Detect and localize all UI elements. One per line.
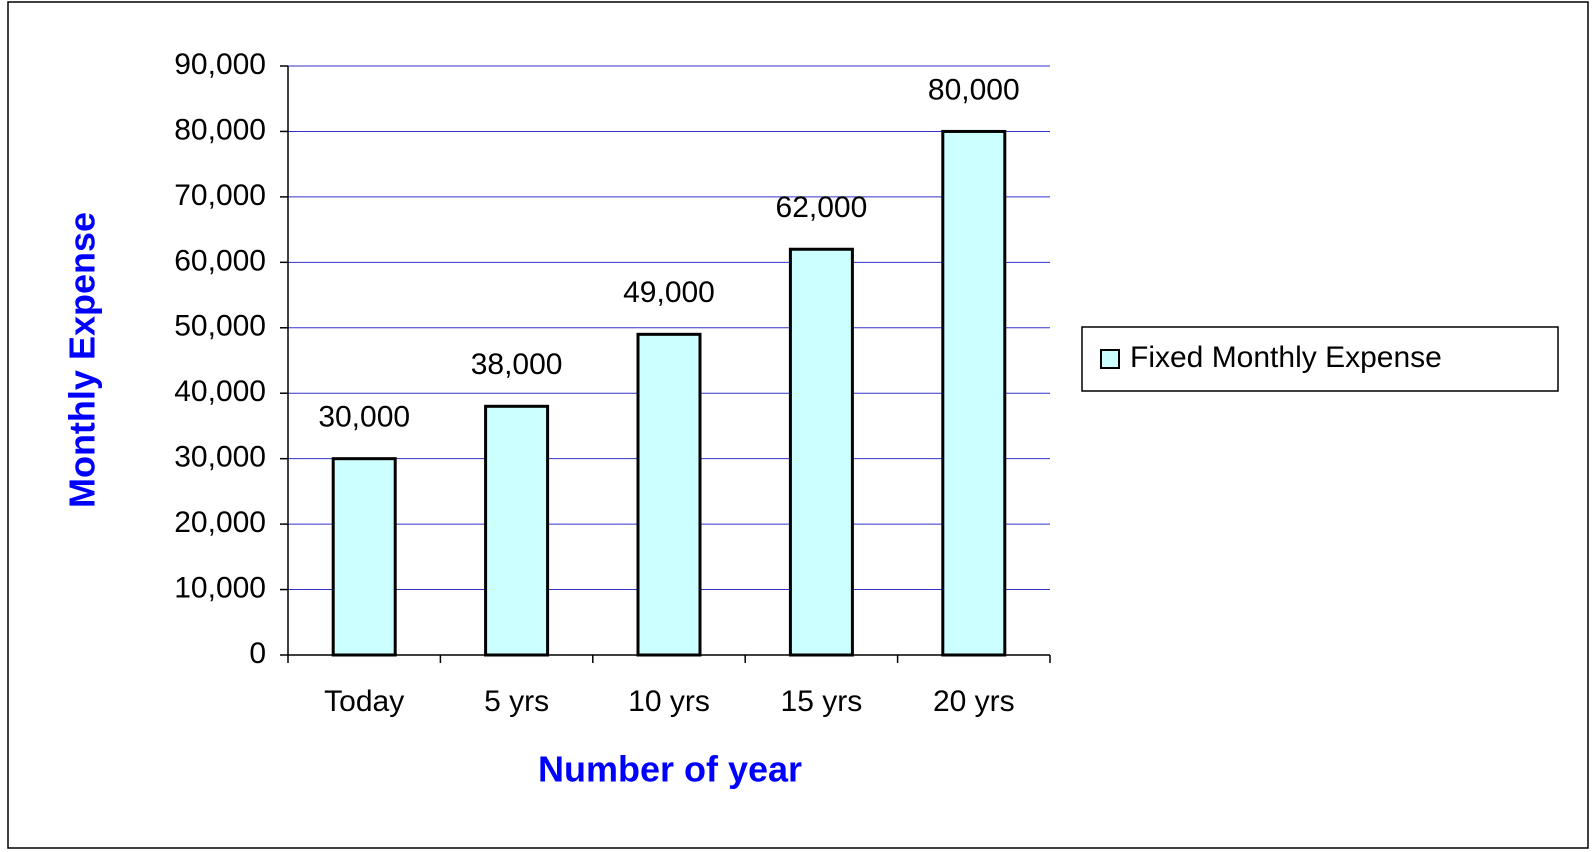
x-tick-label: 10 yrs	[628, 685, 710, 718]
x-axis-title: Number of year	[538, 749, 802, 790]
bar	[484, 404, 550, 657]
bar	[331, 457, 397, 657]
bar	[941, 129, 1007, 657]
y-tick-label: 80,000	[174, 113, 266, 146]
y-tick-label: 50,000	[174, 310, 266, 343]
bar	[788, 247, 854, 657]
data-label: 38,000	[471, 348, 563, 381]
legend	[1081, 326, 1559, 392]
data-label: 49,000	[623, 276, 715, 309]
y-tick-label: 0	[249, 637, 266, 670]
x-tick-label: 15 yrs	[781, 685, 863, 718]
y-tick-label: 60,000	[174, 244, 266, 277]
y-tick-label: 30,000	[174, 441, 266, 474]
x-tick-label: 5 yrs	[484, 685, 549, 718]
y-tick-label: 70,000	[174, 179, 266, 212]
data-label: 30,000	[318, 401, 410, 434]
x-tick-label: Today	[324, 685, 404, 718]
y-tick-label: 10,000	[174, 571, 266, 604]
y-tick-label: 40,000	[174, 375, 266, 408]
y-tick-label: 20,000	[174, 506, 266, 539]
bar	[636, 332, 702, 657]
x-tick-label: 20 yrs	[933, 685, 1015, 718]
legend-label: Fixed Monthly Expense	[1130, 341, 1442, 374]
legend-swatch	[1100, 349, 1120, 369]
data-label: 62,000	[776, 191, 868, 224]
y-tick-label: 90,000	[174, 48, 266, 81]
data-label: 80,000	[928, 73, 1020, 106]
y-axis-title: Monthly Expense	[62, 212, 103, 508]
